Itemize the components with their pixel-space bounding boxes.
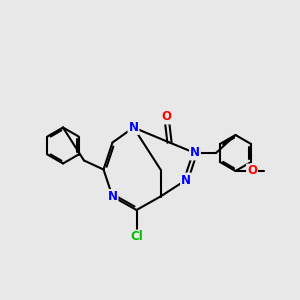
Text: N: N [181, 173, 191, 187]
Text: N: N [190, 146, 200, 160]
Text: N: N [128, 121, 139, 134]
Text: Cl: Cl [130, 230, 143, 244]
Text: O: O [161, 110, 172, 124]
Text: O: O [247, 164, 257, 178]
Text: N: N [107, 190, 118, 203]
